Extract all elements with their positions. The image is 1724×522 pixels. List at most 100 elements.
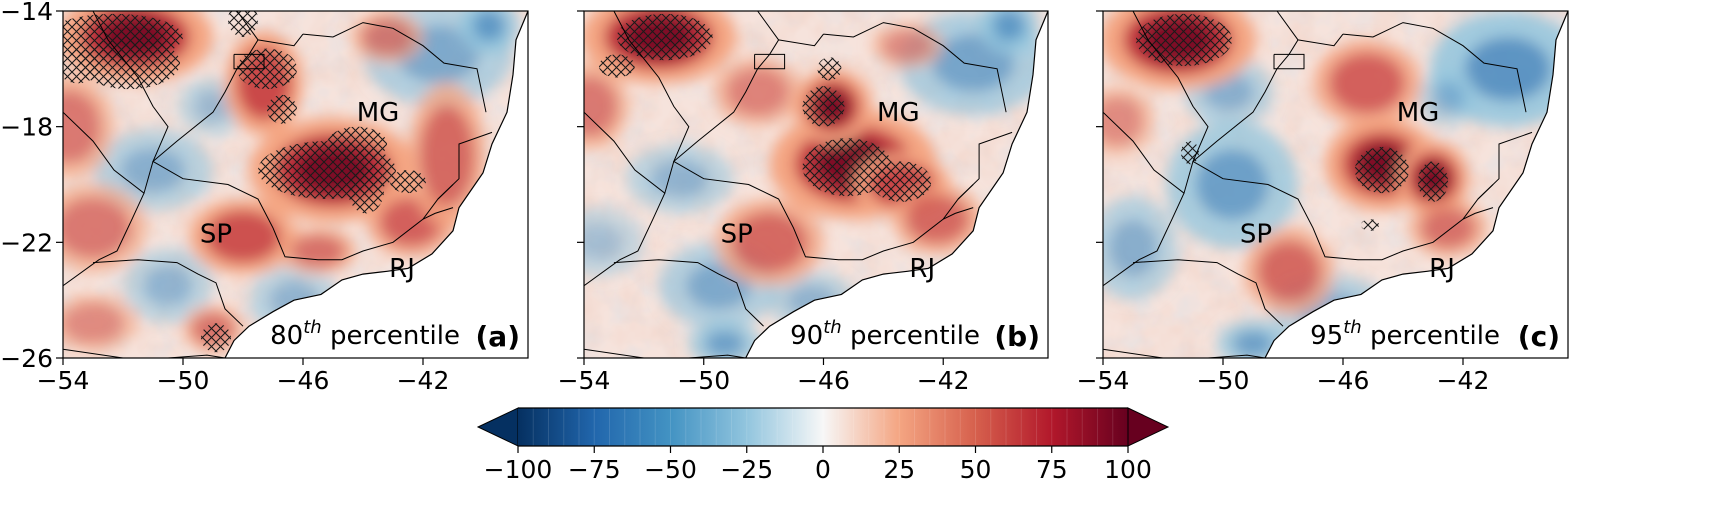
positive-anomaly-mid xyxy=(361,18,413,56)
anomaly-field xyxy=(584,11,1048,358)
percentile-number: 95 xyxy=(1310,321,1343,351)
significance-hatch xyxy=(237,48,297,90)
significance-hatch xyxy=(78,37,180,90)
significance-hatch xyxy=(817,57,842,81)
state-border xyxy=(1462,207,1494,220)
negative-anomaly-core xyxy=(1465,37,1551,101)
state-border xyxy=(942,207,974,220)
colorbar-tick-label: 25 xyxy=(883,455,915,484)
colorbar: −100 −75 −50 −25 0 25 50 75 100 xyxy=(476,407,1170,484)
significance-hatch xyxy=(228,11,258,38)
positive-anomaly-mid xyxy=(290,234,346,268)
negative-anomaly-core xyxy=(1195,149,1269,220)
significance-hatch xyxy=(390,170,426,194)
panel-id-label: (a) xyxy=(476,320,521,353)
anomaly-field xyxy=(1103,11,1568,358)
state-border xyxy=(1273,53,1305,70)
state-label-mg: MG xyxy=(357,98,400,128)
state-border xyxy=(672,11,974,261)
colorbar-extend-low xyxy=(476,407,519,447)
significance-hatch xyxy=(598,54,635,78)
y-tick-label: −18 xyxy=(0,113,53,142)
state-label-sp: SP xyxy=(721,219,753,249)
positive-anomaly-mid xyxy=(1257,240,1321,302)
state-border xyxy=(257,33,304,47)
panel-id-label: (c) xyxy=(1518,320,1560,353)
positive-anomaly-mid xyxy=(731,211,808,273)
x-tick-label: −50 xyxy=(1197,366,1250,395)
positive-anomaly-mid xyxy=(726,67,790,117)
state-border xyxy=(1103,111,1194,195)
colorbar-extend-high xyxy=(1127,407,1170,447)
x-tick-label: −54 xyxy=(1077,366,1130,395)
x-tick-label: −46 xyxy=(797,366,850,395)
percentile-suffix: th xyxy=(1343,317,1361,338)
negative-anomaly-core xyxy=(120,147,186,193)
state-border xyxy=(1132,259,1284,327)
state-border xyxy=(613,11,690,162)
significance-hatch xyxy=(802,86,845,127)
positive-anomaly-mid xyxy=(1329,52,1405,114)
negative-anomaly-core xyxy=(143,265,193,307)
negative-anomaly-core xyxy=(1233,330,1273,357)
significance-hatch xyxy=(802,138,893,197)
percentile-word: percentile xyxy=(1362,321,1500,351)
state-border xyxy=(754,53,786,70)
percentile-label: 90th percentile xyxy=(790,317,980,351)
colorbar-tick-label: −75 xyxy=(568,455,621,484)
significance-hatch xyxy=(63,48,99,84)
state-border xyxy=(584,192,666,287)
x-tick-label: −42 xyxy=(397,366,450,395)
x-tick-label: −54 xyxy=(37,366,90,395)
percentile-suffix: th xyxy=(303,317,321,338)
panel-frame xyxy=(583,10,1049,359)
negative-anomaly-core xyxy=(1108,219,1158,277)
y-tick-label: −26 xyxy=(0,344,53,373)
significance-hatch xyxy=(1136,13,1232,66)
negative-anomaly-core xyxy=(472,11,506,42)
state-border xyxy=(63,192,145,287)
x-tick-label: −46 xyxy=(277,366,330,395)
coastline xyxy=(224,11,528,358)
state-label-rj: RJ xyxy=(389,254,415,284)
percentile-word: percentile xyxy=(842,321,980,351)
colorbar-tick-label: −25 xyxy=(720,455,773,484)
positive-anomaly-mid xyxy=(905,194,969,244)
state-border xyxy=(1342,22,1527,113)
positive-anomaly-mid xyxy=(1103,96,1144,146)
x-tick-label: −42 xyxy=(1437,366,1490,395)
percentile-number: 80 xyxy=(270,321,303,351)
state-border xyxy=(63,348,226,358)
percentile-label: 80th percentile xyxy=(270,317,460,351)
state-border xyxy=(1477,131,1533,200)
panel-frame xyxy=(62,10,529,359)
coastline xyxy=(1264,11,1568,358)
significance-hatch xyxy=(267,94,297,124)
state-border xyxy=(437,131,493,200)
state-border xyxy=(1103,348,1266,358)
state-label-sp: SP xyxy=(1240,219,1272,249)
state-border xyxy=(92,11,169,162)
percentile-word: percentile xyxy=(322,321,460,351)
x-tick-label: −50 xyxy=(677,366,730,395)
state-border xyxy=(152,11,454,261)
state-border xyxy=(1297,33,1344,47)
x-tick-label: −54 xyxy=(558,366,611,395)
y-tick-label: −14 xyxy=(0,0,53,26)
state-label-sp: SP xyxy=(200,219,232,249)
colorbar-tick-label: 75 xyxy=(1036,455,1068,484)
state-border xyxy=(823,22,1007,113)
significance-hatch xyxy=(1418,161,1448,202)
colorbar-tick-label: 50 xyxy=(960,455,992,484)
colorbar-tick-label: −50 xyxy=(644,455,697,484)
negative-anomaly-core xyxy=(193,90,233,123)
significance-hatch xyxy=(348,167,384,214)
map-panel-c: MG SP RJ 95th percentile (c) −54 −50 −46 −42 xyxy=(1077,10,1569,395)
negative-anomaly-core xyxy=(1431,81,1465,114)
state-border xyxy=(613,259,764,327)
ocean xyxy=(745,11,1048,358)
positive-anomaly-mid xyxy=(63,303,125,344)
negative-anomaly-core xyxy=(992,11,1026,42)
state-border xyxy=(957,131,1013,200)
